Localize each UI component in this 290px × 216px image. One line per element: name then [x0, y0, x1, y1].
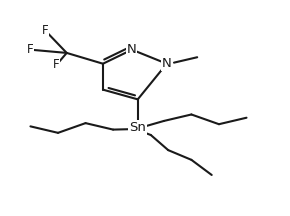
Text: F: F	[53, 58, 60, 71]
Text: N: N	[127, 43, 137, 56]
Text: N: N	[162, 57, 172, 70]
Text: F: F	[27, 43, 34, 56]
Text: F: F	[42, 24, 48, 37]
Text: Sn: Sn	[129, 121, 146, 134]
